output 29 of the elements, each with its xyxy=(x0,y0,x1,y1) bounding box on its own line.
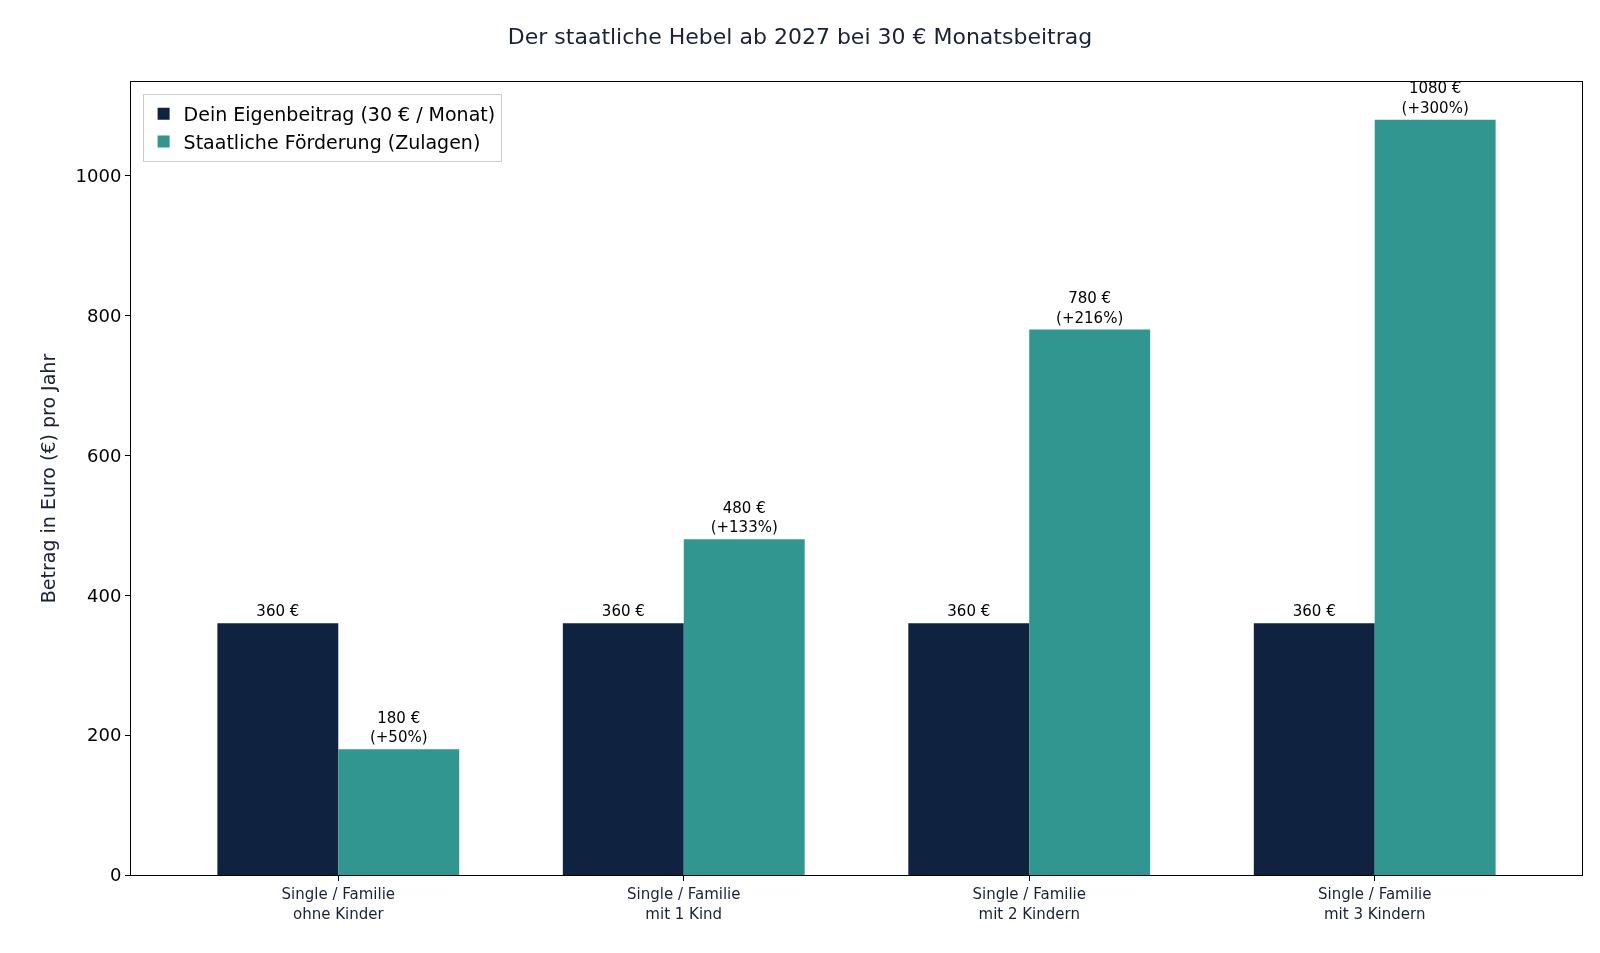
data-label: 360 € xyxy=(601,602,645,621)
x-tick-label: Single / Familie mit 2 Kindern xyxy=(972,885,1086,923)
bar xyxy=(562,623,684,875)
x-tick-label: Single / Familie mit 1 Kind xyxy=(627,885,741,923)
bar xyxy=(1374,119,1496,875)
y-tick-label: 1000 xyxy=(75,165,122,187)
data-label: 180 € (+50%) xyxy=(369,708,428,747)
data-label: 360 € xyxy=(947,602,991,621)
bar xyxy=(908,623,1030,875)
y-tick-label: 0 xyxy=(109,864,122,886)
legend-label: Dein Eigenbeitrag (30 € / Monat) xyxy=(183,103,496,126)
data-label: 780 € (+216%) xyxy=(1056,289,1124,327)
data-label: 480 € (+133%) xyxy=(710,498,778,537)
chart-title: Der staatliche Hebel ab 2027 bei 30 € Monatsbeitrag xyxy=(507,23,1093,49)
bar xyxy=(683,539,805,875)
data-label: 360 € xyxy=(256,602,300,621)
y-axis-title: Betrag in Euro (€) pro Jahr xyxy=(37,353,60,604)
bar xyxy=(1029,329,1151,875)
y-tick-label: 800 xyxy=(87,304,122,326)
y-tick-label: 400 xyxy=(87,584,122,606)
bar xyxy=(217,623,339,875)
bar xyxy=(338,749,460,875)
bar xyxy=(1253,623,1375,875)
y-tick-label: 600 xyxy=(87,444,122,466)
data-label: 360 € xyxy=(1292,602,1336,621)
x-tick-label: Single / Familie mit 3 Kindern xyxy=(1317,885,1432,923)
x-tick-label: Single / Familie ohne Kinder xyxy=(281,885,396,923)
legend-label: Staatliche Förderung (Zulagen) xyxy=(183,130,481,153)
y-tick-label: 200 xyxy=(87,724,122,746)
